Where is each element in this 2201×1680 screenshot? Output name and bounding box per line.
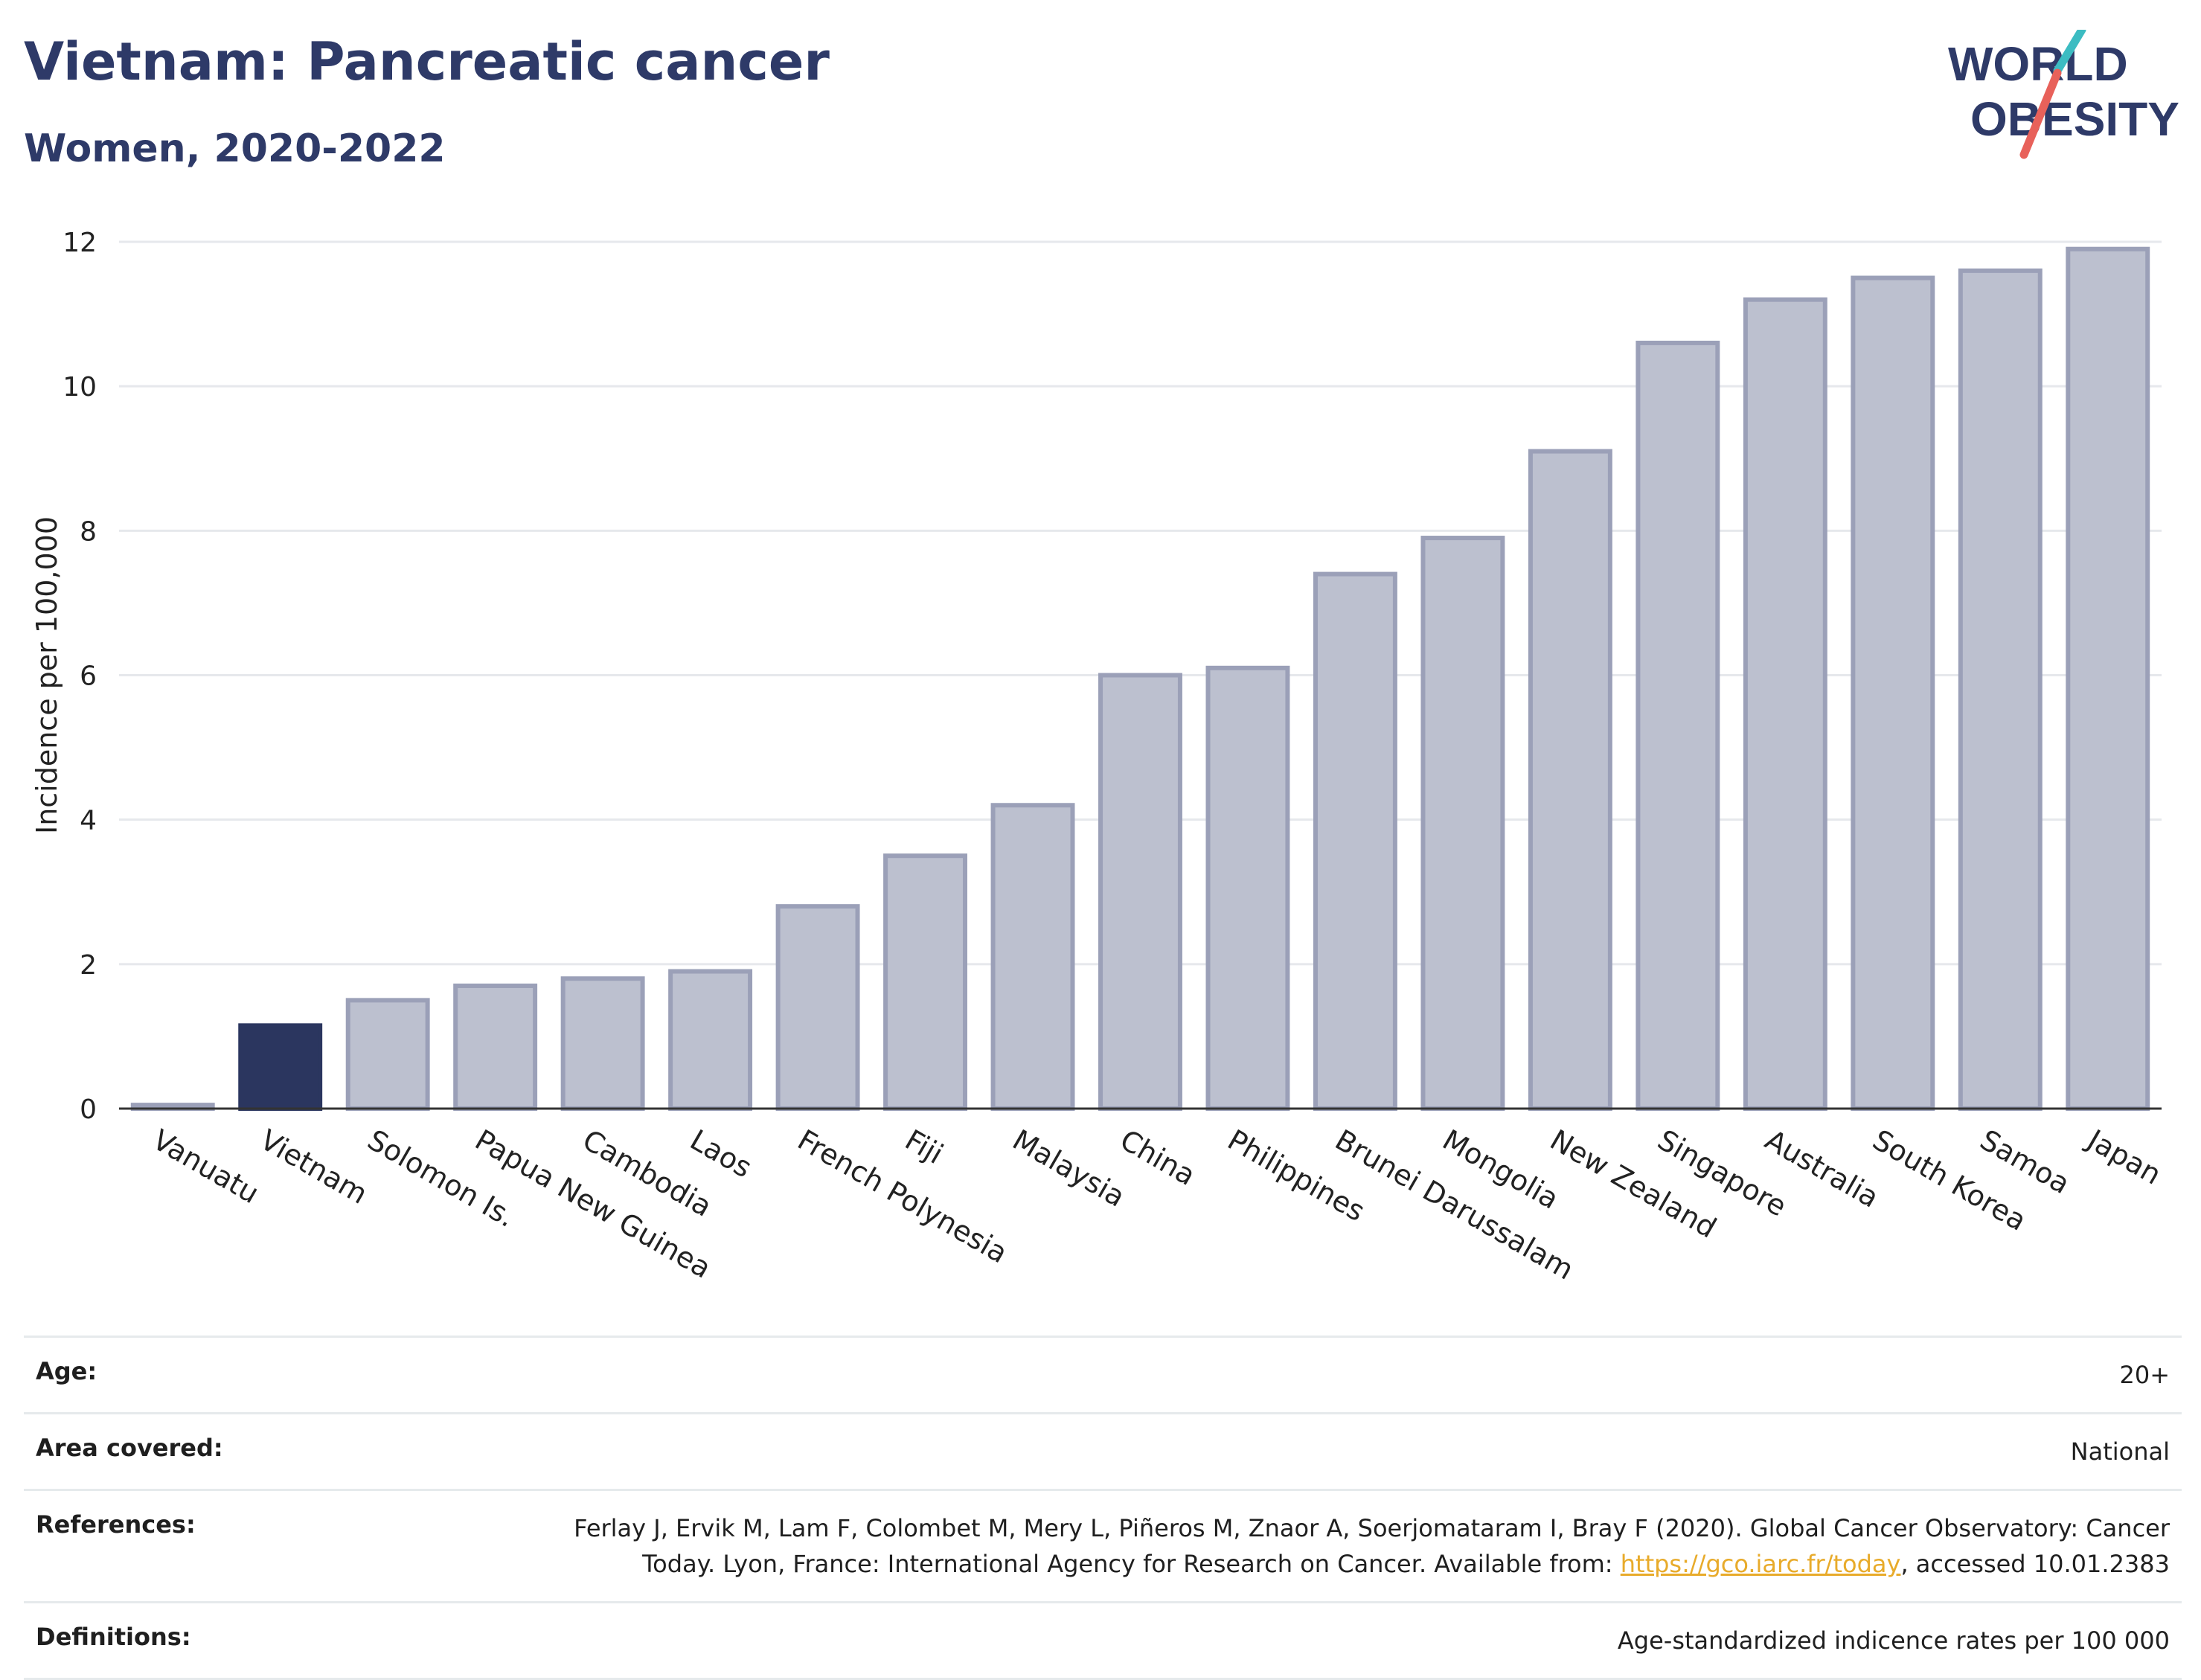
bar-australia	[1743, 297, 1827, 1112]
meta-row-references: References: Ferlay J, Ervik M, Lam F, Co…	[24, 1489, 2182, 1601]
y-tick-label: 6	[80, 661, 97, 692]
bar-fiji	[883, 853, 968, 1111]
references-text: Ferlay J, Ervik M, Lam F, Colombet M, Me…	[574, 1514, 2170, 1578]
area-value: National	[2070, 1437, 2170, 1466]
references-label: References:	[36, 1510, 196, 1539]
area-label: Area covered:	[36, 1434, 223, 1462]
bar-mongolia	[1420, 536, 1505, 1111]
bar-papua-new-guinea	[453, 983, 538, 1112]
x-tick-label: Fiji	[900, 1123, 949, 1170]
meta-row-age: Age: 20+	[24, 1336, 2182, 1412]
y-axis-label: Incidence per 100,000	[31, 516, 63, 834]
metadata-table: Age: 20+ Area covered: National Referenc…	[24, 1336, 2182, 1680]
bar-laos	[668, 969, 753, 1111]
y-axis-ticks: 0 2 4 6 8 10 12	[63, 228, 97, 1125]
y-tick-label: 2	[80, 950, 97, 981]
y-tick-label: 8	[80, 516, 97, 547]
y-tick-label: 10	[63, 372, 97, 403]
world-obesity-logo: WORLD OBESITY	[1948, 30, 2179, 159]
x-tick-label: Laos	[685, 1123, 757, 1184]
chart-subtitle: Women, 2020-2022	[24, 126, 446, 171]
references-value: Ferlay J, Ervik M, Lam F, Colombet M, Me…	[570, 1510, 2170, 1582]
bar-french-polynesia	[775, 904, 860, 1112]
bar-china	[1098, 673, 1182, 1111]
references-link[interactable]: https://gco.iarc.fr/today	[1620, 1550, 1901, 1578]
age-label: Age:	[36, 1357, 97, 1385]
bar-brunei-darussalam	[1313, 571, 1397, 1112]
x-tick-label: Malaysia	[1007, 1123, 1131, 1213]
x-tick-label: Vietnam	[254, 1123, 373, 1211]
definitions-value: Age-standardized indicence rates per 100…	[1617, 1626, 2170, 1655]
logo-slash-teal-icon	[2053, 30, 2086, 75]
y-tick-label: 4	[80, 806, 97, 836]
bar-samoa	[1958, 268, 2043, 1111]
chart-title: Vietnam: Pancreatic cancer	[24, 31, 830, 92]
x-tick-label: China	[1115, 1123, 1201, 1192]
age-value: 20+	[2119, 1361, 2170, 1389]
meta-row-area: Area covered: National	[24, 1412, 2182, 1489]
bars-layer	[130, 246, 2150, 1112]
references-tail: , accessed 10.01.2383	[1900, 1550, 2170, 1578]
bar-vietnam	[238, 1023, 323, 1111]
bar-malaysia	[990, 803, 1075, 1111]
x-tick-label: Vanuatu	[147, 1123, 265, 1210]
bar-philippines	[1205, 665, 1290, 1111]
x-tick-label: Japan	[2081, 1123, 2168, 1191]
bar-new-zealand	[1528, 449, 1612, 1111]
meta-row-definitions: Definitions: Age-standardized indicence …	[24, 1601, 2182, 1680]
bar-cambodia	[560, 976, 645, 1111]
logo-slash-red-icon	[2019, 68, 2062, 159]
bar-japan	[2066, 246, 2150, 1111]
y-tick-label: 12	[63, 228, 97, 258]
bar-solomon-is	[345, 998, 430, 1111]
logo-line1: WORLD	[1948, 37, 2128, 91]
definitions-label: Definitions:	[36, 1623, 191, 1651]
bar-singapore	[1635, 340, 1720, 1112]
y-tick-label: 0	[80, 1094, 97, 1125]
logo-line2: OBESITY	[1970, 92, 2179, 146]
bar-south-korea	[1851, 275, 1935, 1112]
